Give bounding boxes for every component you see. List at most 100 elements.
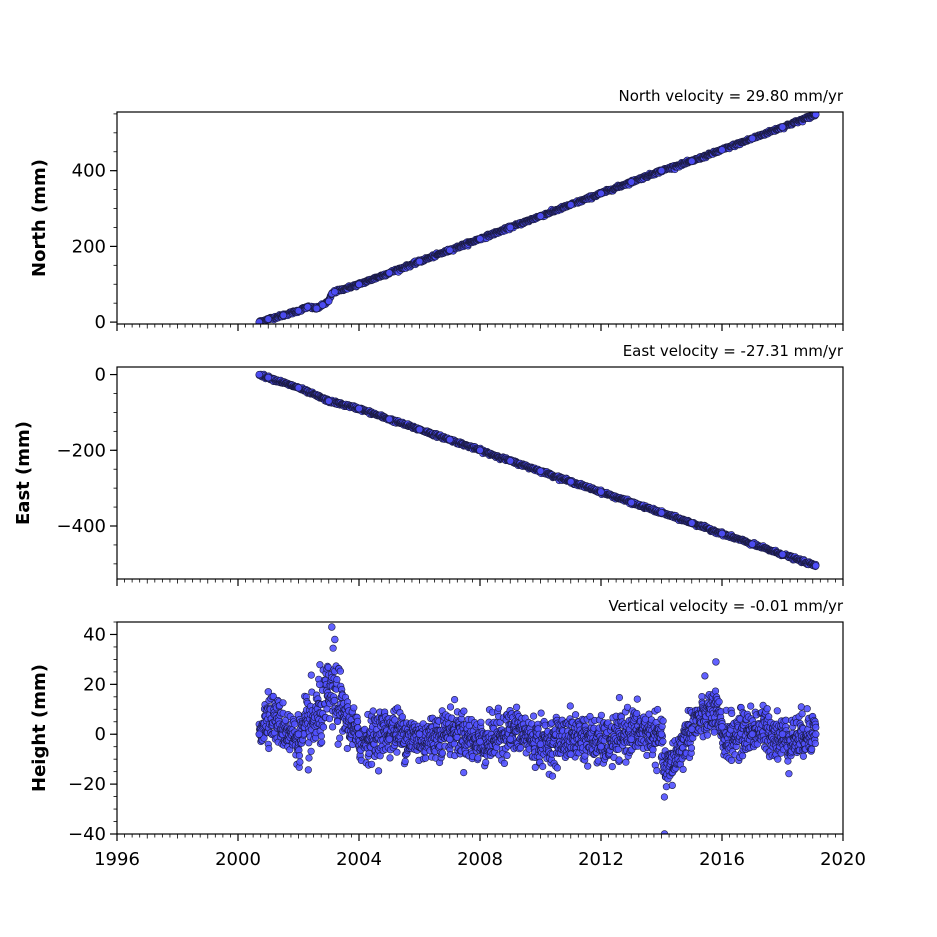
data-point (336, 734, 344, 742)
data-point (329, 644, 337, 652)
data-point (401, 757, 409, 766)
data-point (343, 744, 351, 753)
data-point (398, 713, 407, 721)
data-point (294, 384, 303, 392)
data-point (748, 134, 756, 143)
data-point (318, 738, 326, 746)
y-tick-label: 200 (72, 236, 106, 257)
data-point (728, 709, 736, 718)
data-point (512, 703, 521, 711)
data-point (553, 764, 561, 772)
data-point (503, 751, 511, 760)
data-point (567, 478, 575, 486)
data-point (718, 146, 726, 154)
data-point (482, 758, 490, 767)
data-point (421, 754, 430, 762)
data-point (393, 748, 401, 756)
data-point (536, 467, 545, 475)
data-point (391, 716, 399, 724)
data-point (446, 436, 454, 444)
data-point (494, 704, 503, 712)
data-point (316, 661, 324, 669)
data-point (566, 702, 574, 710)
data-point (662, 783, 671, 791)
data-point (653, 705, 662, 714)
data-point (581, 752, 589, 760)
data-point (660, 793, 669, 801)
data-point (375, 767, 383, 775)
data-point (355, 404, 363, 413)
data-point (279, 699, 287, 707)
data-point (385, 269, 393, 277)
data-point (657, 509, 666, 517)
data-point (350, 704, 358, 712)
data-point (331, 288, 339, 296)
data-point (368, 760, 376, 768)
data-point (317, 732, 326, 740)
data-point (303, 303, 312, 311)
data-point (296, 758, 304, 766)
scatter-points (255, 112, 820, 324)
data-point (269, 692, 277, 701)
data-point (319, 723, 328, 731)
data-point (531, 763, 539, 772)
data-point (279, 311, 288, 319)
scatter-points (255, 623, 820, 834)
data-point (355, 280, 363, 288)
y-tick-label: −400 (57, 516, 106, 537)
data-point (260, 734, 268, 742)
data-point (438, 749, 447, 757)
data-point (659, 737, 667, 746)
y-tick-label: 400 (72, 161, 106, 182)
data-point (584, 762, 592, 770)
data-point (304, 766, 312, 774)
data-point (291, 720, 299, 728)
data-point (312, 304, 321, 313)
data-point (451, 695, 459, 704)
data-point (608, 762, 616, 771)
data-point (415, 257, 424, 266)
y-tick-label: 0 (95, 365, 106, 386)
data-point (778, 550, 787, 559)
data-point (711, 687, 720, 695)
panel-title: North velocity = 29.80 mm/yr (619, 87, 844, 105)
data-point (255, 370, 263, 379)
data-point (649, 746, 657, 754)
data-point (687, 744, 696, 752)
data-point (539, 762, 547, 771)
data-point (738, 752, 747, 760)
data-point (537, 709, 545, 717)
data-point (516, 744, 525, 752)
data-point (627, 178, 635, 186)
data-point (446, 246, 454, 254)
scatter-points (255, 370, 820, 571)
data-point (264, 373, 272, 382)
data-point (295, 751, 304, 760)
data-point (727, 756, 736, 765)
data-point (325, 397, 333, 405)
panel-title: East velocity = -27.31 mm/yr (623, 342, 844, 360)
data-point (354, 717, 362, 726)
data-point (336, 667, 345, 675)
data-point (679, 765, 687, 774)
data-point (622, 758, 630, 766)
data-point (688, 157, 696, 165)
data-point (597, 711, 606, 719)
data-point (376, 752, 384, 760)
data-point (477, 718, 485, 726)
data-point (307, 747, 315, 755)
data-point (329, 723, 337, 731)
data-point (369, 707, 377, 715)
data-point (500, 759, 509, 768)
data-point (571, 711, 580, 719)
data-point (415, 425, 424, 434)
data-point (633, 695, 641, 703)
data-point (701, 672, 709, 680)
data-point (615, 756, 623, 764)
data-point (305, 754, 313, 762)
y-axis-label: East (mm) (13, 421, 34, 525)
